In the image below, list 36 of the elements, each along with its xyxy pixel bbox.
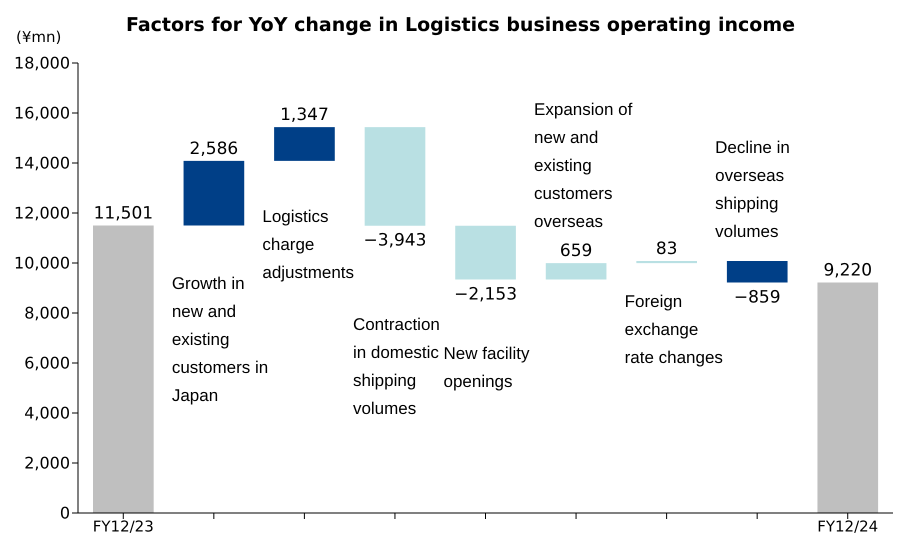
annotation: Decline in overseas shipping volumes: [715, 137, 791, 243]
data-label: −859: [734, 287, 781, 308]
data-label: −2,153: [454, 284, 518, 305]
x-tick-label: FY12/24: [817, 518, 878, 536]
y-tick-label: 6,000: [24, 354, 70, 373]
y-tick-label: 16,000: [14, 104, 70, 123]
annotation: New facility openings: [444, 342, 530, 393]
y-tick-label: 2,000: [24, 454, 70, 473]
x-tick-label: FY12/23: [92, 518, 154, 536]
annotation: Contraction in domestic shipping volumes: [352, 314, 440, 418]
data-label: 2,586: [190, 138, 238, 159]
data-label: 9,220: [823, 260, 872, 280]
y-tick-label: 10,000: [14, 254, 70, 273]
y-tick-label: 14,000: [14, 154, 70, 173]
y-tick-label: 4,000: [24, 404, 70, 423]
bar: [455, 226, 516, 280]
bar: [817, 282, 878, 513]
chart-title: Factors for YoY change in Logistics business operating income: [126, 14, 796, 36]
y-tick-label: 0: [60, 504, 70, 523]
bar: [726, 261, 788, 282]
data-label: 11,501: [94, 203, 154, 224]
bar: [364, 127, 426, 226]
data-label: −3,943: [364, 230, 426, 251]
y-tick-label: 8,000: [24, 304, 70, 323]
annotation: Foreign exchange rate changes: [624, 291, 724, 370]
y-tick-label: 12,000: [14, 204, 70, 223]
bar: [184, 160, 244, 226]
bar: [93, 225, 154, 513]
annotation: Expansion of new and existing customers overseas: [534, 99, 634, 234]
data-label: 1,347: [280, 105, 329, 126]
y-axis-title: (¥mn): [16, 28, 62, 46]
data-label: 659: [560, 241, 592, 262]
data-label: 83: [656, 239, 678, 259]
bar: [546, 263, 606, 280]
y-tick-label: 18,000: [14, 54, 70, 73]
bar: [274, 127, 335, 161]
